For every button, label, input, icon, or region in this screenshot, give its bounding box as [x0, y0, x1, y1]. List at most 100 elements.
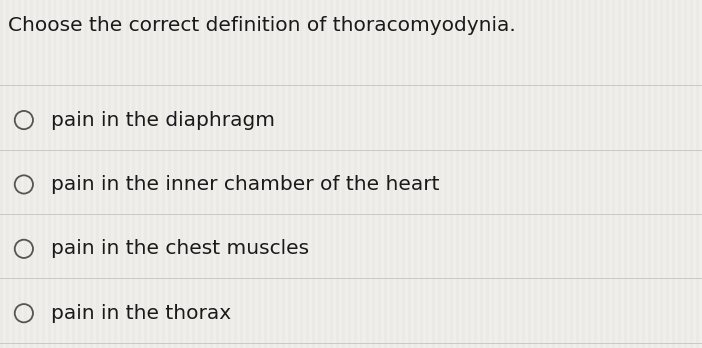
Bar: [75, 0, 77, 348]
Bar: [609, 0, 611, 348]
Text: pain in the chest muscles: pain in the chest muscles: [51, 239, 309, 258]
Bar: [627, 0, 628, 348]
Bar: [153, 0, 154, 348]
Bar: [501, 0, 503, 348]
Bar: [477, 0, 479, 348]
Bar: [285, 0, 286, 348]
Text: pain in the inner chamber of the heart: pain in the inner chamber of the heart: [51, 175, 439, 194]
Bar: [102, 0, 103, 348]
Bar: [354, 0, 355, 348]
Bar: [417, 0, 418, 348]
Bar: [405, 0, 406, 348]
Bar: [678, 0, 680, 348]
Bar: [240, 0, 241, 348]
Bar: [288, 0, 289, 348]
Bar: [573, 0, 574, 348]
Bar: [51, 0, 53, 348]
Bar: [663, 0, 665, 348]
Bar: [150, 0, 152, 348]
Bar: [30, 0, 32, 348]
Bar: [402, 0, 404, 348]
Bar: [114, 0, 116, 348]
Bar: [687, 0, 689, 348]
Bar: [558, 0, 559, 348]
Bar: [342, 0, 343, 348]
Bar: [87, 0, 88, 348]
Bar: [21, 0, 22, 348]
Bar: [162, 0, 164, 348]
Bar: [237, 0, 239, 348]
Bar: [471, 0, 472, 348]
Bar: [276, 0, 277, 348]
Bar: [195, 0, 197, 348]
Bar: [483, 0, 484, 348]
Text: pain in the thorax: pain in the thorax: [51, 304, 231, 323]
Bar: [486, 0, 487, 348]
Bar: [624, 0, 625, 348]
Bar: [408, 0, 409, 348]
Bar: [327, 0, 329, 348]
Bar: [267, 0, 268, 348]
Bar: [600, 0, 602, 348]
Bar: [387, 0, 388, 348]
Bar: [294, 0, 296, 348]
Bar: [456, 0, 458, 348]
Bar: [429, 0, 430, 348]
Bar: [438, 0, 439, 348]
Bar: [159, 0, 161, 348]
Bar: [48, 0, 50, 348]
Bar: [165, 0, 166, 348]
Bar: [495, 0, 496, 348]
Bar: [105, 0, 107, 348]
Bar: [615, 0, 616, 348]
Bar: [300, 0, 301, 348]
Bar: [24, 0, 25, 348]
Bar: [204, 0, 206, 348]
Bar: [366, 0, 368, 348]
Bar: [234, 0, 235, 348]
Bar: [399, 0, 401, 348]
Bar: [9, 0, 11, 348]
Bar: [636, 0, 637, 348]
Bar: [606, 0, 607, 348]
Bar: [60, 0, 62, 348]
Bar: [618, 0, 619, 348]
Bar: [33, 0, 34, 348]
Bar: [231, 0, 232, 348]
Bar: [108, 0, 110, 348]
Bar: [120, 0, 121, 348]
Bar: [207, 0, 208, 348]
Bar: [570, 0, 571, 348]
Bar: [588, 0, 590, 348]
Bar: [690, 0, 691, 348]
Bar: [192, 0, 194, 348]
Bar: [699, 0, 701, 348]
Bar: [336, 0, 338, 348]
Bar: [552, 0, 553, 348]
Bar: [78, 0, 79, 348]
Bar: [3, 0, 4, 348]
Bar: [6, 0, 8, 348]
Bar: [603, 0, 604, 348]
Bar: [135, 0, 136, 348]
Bar: [303, 0, 305, 348]
Bar: [351, 0, 352, 348]
Bar: [660, 0, 661, 348]
Bar: [480, 0, 482, 348]
Bar: [258, 0, 260, 348]
Bar: [666, 0, 668, 348]
Bar: [84, 0, 86, 348]
Bar: [492, 0, 494, 348]
Bar: [516, 0, 517, 348]
Bar: [222, 0, 223, 348]
Bar: [693, 0, 694, 348]
Bar: [642, 0, 644, 348]
Bar: [345, 0, 347, 348]
Bar: [18, 0, 20, 348]
Bar: [39, 0, 41, 348]
Bar: [291, 0, 293, 348]
Bar: [696, 0, 698, 348]
Bar: [549, 0, 550, 348]
Bar: [249, 0, 251, 348]
Bar: [273, 0, 274, 348]
